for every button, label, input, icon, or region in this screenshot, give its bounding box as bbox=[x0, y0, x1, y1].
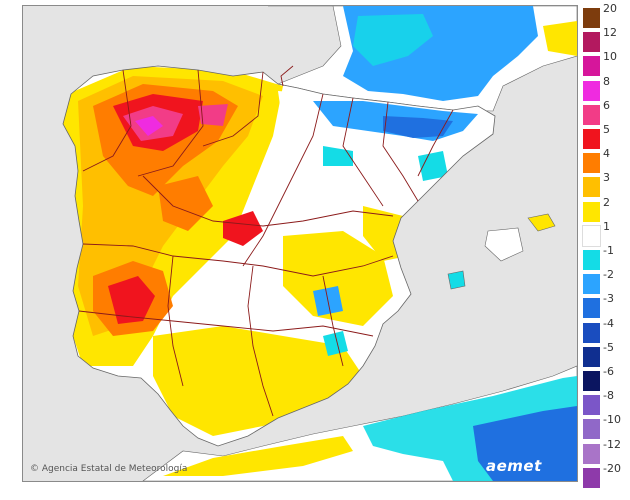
ibiza-island bbox=[447, 270, 466, 290]
legend-swatch bbox=[583, 443, 600, 464]
legend-label: 2 bbox=[603, 195, 610, 209]
legend-swatch bbox=[582, 224, 601, 247]
legend-label: -12 bbox=[603, 437, 621, 451]
aemet-logo: aemet bbox=[486, 457, 542, 475]
legend-label: 8 bbox=[603, 74, 610, 88]
legend-swatch bbox=[583, 80, 600, 101]
legend-label: -2 bbox=[603, 268, 614, 282]
legend-swatch bbox=[583, 298, 600, 319]
legend-swatch bbox=[583, 250, 600, 270]
legend-label: 20 bbox=[603, 2, 617, 15]
iberia-anomaly-fields bbox=[63, 66, 493, 436]
legend-label: 4 bbox=[603, 147, 610, 161]
legend-swatch bbox=[583, 56, 600, 77]
africa-cold-area bbox=[473, 406, 577, 481]
legend-swatch bbox=[583, 371, 600, 391]
legend-swatch bbox=[583, 32, 600, 53]
legend-label: 12 bbox=[603, 26, 617, 40]
legend-swatch bbox=[583, 467, 600, 488]
legend-label: 3 bbox=[603, 171, 610, 185]
legend-label: 6 bbox=[603, 98, 610, 112]
france-cool-area bbox=[353, 14, 433, 66]
legend-swatch bbox=[583, 153, 600, 174]
legend-swatch bbox=[583, 8, 600, 28]
legend-label: 5 bbox=[603, 123, 610, 136]
legend-swatch bbox=[583, 201, 600, 222]
legend-label: -10 bbox=[603, 413, 621, 427]
menorca-island bbox=[527, 213, 556, 232]
legend-swatch bbox=[583, 274, 600, 295]
copyright-icon: © bbox=[30, 464, 39, 474]
legend-swatch bbox=[583, 104, 600, 125]
africa-warm-area bbox=[163, 436, 353, 476]
legend-label: -8 bbox=[603, 389, 614, 403]
france-warm-spot bbox=[543, 21, 577, 56]
legend-swatch bbox=[583, 322, 600, 343]
legend-swatch bbox=[583, 129, 600, 149]
region-borders bbox=[78, 65, 454, 417]
legend-label: 1 bbox=[603, 219, 610, 233]
legend-swatch bbox=[583, 177, 600, 198]
anomaly-map bbox=[22, 5, 578, 482]
legend-swatch bbox=[583, 346, 600, 367]
mallorca-island bbox=[484, 227, 524, 262]
agency-credit: © Agencia Estatal de Meteorología bbox=[30, 464, 187, 474]
legend-swatch bbox=[583, 395, 600, 416]
legend-label: -3 bbox=[603, 292, 614, 306]
legend-swatch bbox=[583, 419, 600, 440]
legend-label: -20 bbox=[603, 461, 621, 475]
legend-label: -6 bbox=[603, 365, 614, 378]
legend-label: -1 bbox=[603, 244, 614, 257]
legend-label: -5 bbox=[603, 340, 614, 354]
map-canvas bbox=[62, 6, 577, 481]
legend-label: 10 bbox=[603, 50, 617, 64]
legend-label: -4 bbox=[603, 316, 614, 330]
agency-name: Agencia Estatal de Meteorología bbox=[41, 464, 188, 474]
color-legend: 20 12 10 8 6 5 4 3 2 1 -1 -2 -3 -4 -5 -6 -8 -10 -12 -20 bbox=[582, 3, 628, 494]
